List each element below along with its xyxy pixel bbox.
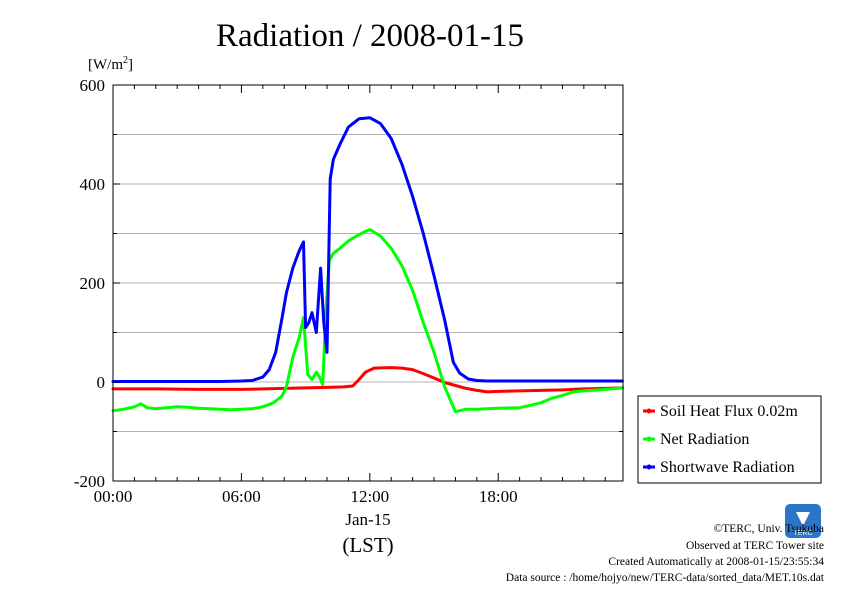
legend-label: Shortwave Radiation (660, 459, 795, 476)
x-axis-date-label: Jan-15 (345, 510, 390, 529)
y-axis-unit-sup: 2 (123, 55, 128, 66)
series-line-1 (111, 228, 624, 414)
terc-logo: TERC (785, 504, 821, 538)
y-tick-label: 600 (80, 76, 106, 95)
y-axis-unit-base: [W/m (88, 57, 123, 73)
x-tick-label: 00:00 (94, 487, 133, 506)
grid-lines (113, 134, 623, 432)
y-tick-label: 200 (80, 274, 106, 293)
series-layer (111, 116, 624, 414)
x-tick-label: 18:00 (479, 487, 518, 506)
legend-label: Net Radiation (660, 431, 749, 448)
legend-marker (646, 408, 652, 414)
footer-observed: Observed at TERC Tower site (685, 540, 824, 552)
legend-marker (646, 464, 652, 470)
x-axis-label: (LST) (342, 533, 393, 557)
y-axis-unit: [W/m2] (88, 55, 133, 73)
legend-box (637, 395, 822, 484)
legend-label: Soil Heat Flux 0.02m (660, 403, 798, 420)
logo-drop-icon (796, 512, 810, 526)
x-tick-label: 12:00 (350, 487, 389, 506)
legend-items: Soil Heat Flux 0.02m Net Radiation Shortwa… (643, 403, 798, 476)
series-line-0 (111, 366, 624, 394)
legend: Soil Heat Flux 0.02m Net Radiation Shortwa… (637, 395, 822, 484)
series-line-2 (111, 116, 624, 383)
y-tick-label: -200 (74, 472, 105, 491)
legend-marker (646, 436, 652, 442)
footer-created: Created Automatically at 2008-01-15/23:5… (608, 556, 824, 568)
y-tick-label: 400 (80, 175, 106, 194)
y-tick-label: 0 (97, 373, 106, 392)
y-axis-unit-close: ] (128, 57, 133, 73)
chart-title: Radiation / 2008-01-15 (216, 18, 524, 54)
x-tick-label: 06:00 (222, 487, 261, 506)
footer-source: Data source : /home/hojyo/new/TERC-data/… (505, 572, 824, 584)
footer-copyright: ©TERC, Univ. Tsukuba (713, 523, 824, 535)
logo-text: TERC (793, 530, 812, 537)
